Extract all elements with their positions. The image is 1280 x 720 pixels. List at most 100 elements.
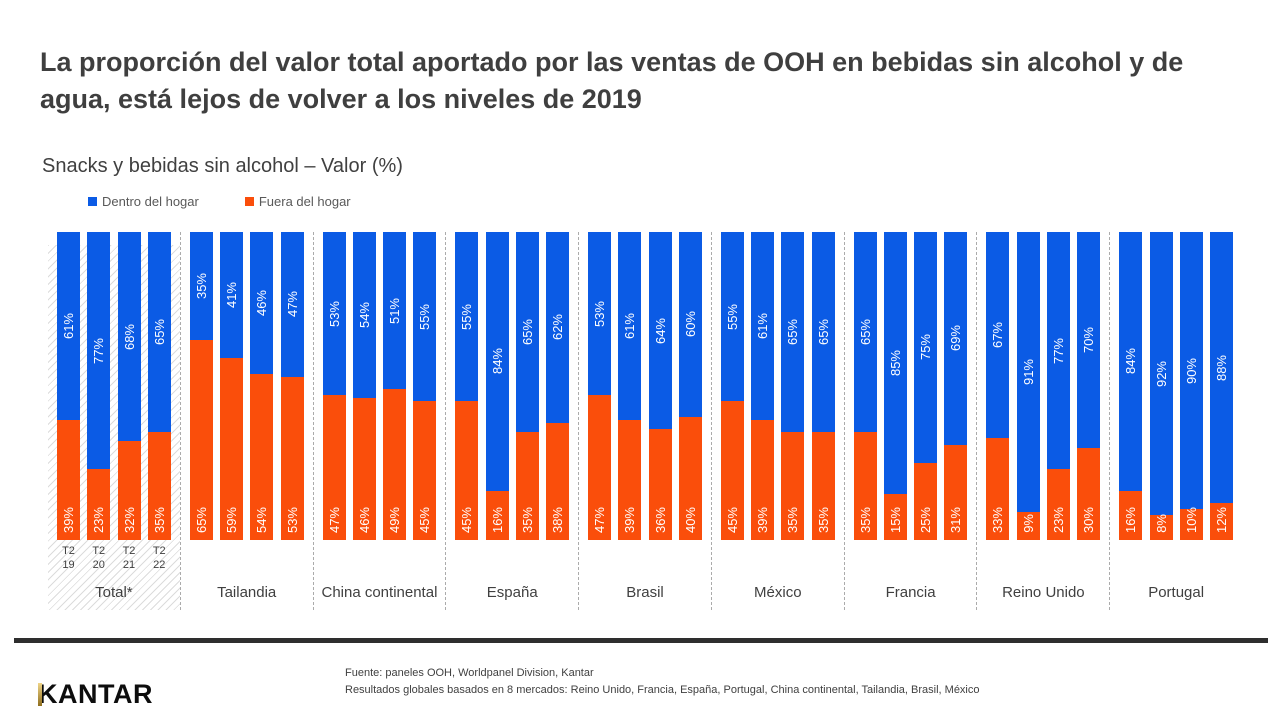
- value-label-dentro: 91%: [1020, 359, 1036, 386]
- segment-dentro-del-hogar: 60%: [678, 232, 702, 417]
- bar-total-t2-21: 68% 32%: [117, 232, 141, 540]
- segment-dentro-del-hogar: 70%: [1077, 232, 1101, 448]
- kantar-logo-text: KANTAR: [38, 679, 153, 709]
- quarter-label: T2 20: [92, 545, 106, 572]
- bar-row: 55% 45% 84% 16% 65% 35% 62% 38%: [446, 232, 578, 540]
- bar-row: 55% 45% 61% 39% 65% 35% 65% 35%: [712, 232, 844, 540]
- legend-swatch-dentro: [88, 197, 97, 206]
- value-label-fuera: 39%: [755, 506, 771, 533]
- segment-fuera-del-hogar: 46%: [352, 398, 376, 540]
- segment-dentro-del-hogar: 75%: [914, 232, 938, 463]
- value-label-fuera: 47%: [592, 506, 608, 533]
- bar-portugal-t2-21: 90% 10%: [1179, 232, 1203, 540]
- segment-dentro-del-hogar: 53%: [322, 232, 346, 396]
- bar-reino-unido-t2-20: 91% 9%: [1016, 232, 1040, 540]
- quarter-label: [781, 544, 804, 578]
- value-label-dentro: 55%: [459, 303, 475, 330]
- bar-portugal-t2-20: 92% 8%: [1149, 232, 1173, 540]
- legend-item-fuera: Fuera del hogar: [244, 194, 351, 209]
- bar-espa-a-t2-22: 62% 38%: [546, 232, 570, 540]
- segment-fuera-del-hogar: 16%: [485, 490, 509, 540]
- quarter-label: [812, 544, 835, 578]
- segment-fuera-del-hogar: 53%: [280, 376, 304, 540]
- value-label-dentro: 85%: [887, 349, 903, 376]
- segment-dentro-del-hogar: 65%: [853, 232, 877, 433]
- value-label-fuera: 15%: [887, 506, 903, 533]
- quarter-label-row: [446, 540, 578, 578]
- market-group-portugal: 84% 16% 92% 8% 90% 10% 88% 12% Portugal: [1109, 232, 1242, 610]
- quarter-label: T2 19: [62, 545, 75, 572]
- value-label-dentro: 65%: [857, 319, 873, 346]
- quarter-label: [588, 544, 611, 578]
- segment-fuera-del-hogar: 32%: [117, 441, 141, 540]
- value-label-fuera: 65%: [193, 506, 209, 533]
- bar-brasil-t2-21: 64% 36%: [648, 232, 672, 540]
- bar-francia-t2-22: 69% 31%: [944, 232, 968, 540]
- bar-row: 53% 47% 61% 39% 64% 36% 60% 40%: [579, 232, 711, 540]
- group-label-m-xico: México: [754, 584, 802, 601]
- footer-divider: [14, 638, 1268, 643]
- segment-dentro-del-hogar: 61%: [618, 232, 642, 420]
- market-group-espa-a: 55% 45% 84% 16% 65% 35% 62% 38% España: [445, 232, 578, 610]
- quarter-label: [1017, 544, 1040, 578]
- segment-fuera-del-hogar: 39%: [57, 419, 80, 540]
- segment-fuera-del-hogar: 35%: [515, 432, 539, 540]
- value-label-fuera: 10%: [1183, 506, 1199, 533]
- value-label-dentro: 65%: [519, 319, 535, 346]
- quarter-label: [413, 544, 436, 578]
- bar-reino-unido-t2-19: 67% 33%: [986, 232, 1010, 540]
- bar-row: 53% 47% 54% 46% 51% 49% 55% 45%: [314, 232, 446, 540]
- value-label-dentro: 65%: [785, 319, 801, 346]
- quarter-label-row: T2 19 T2 20 T2 21 T2 22: [48, 540, 180, 578]
- value-label-dentro: 51%: [387, 297, 403, 324]
- value-label-fuera: 23%: [1050, 506, 1066, 533]
- stacked-bar-chart: 61% 39% 77% 23% 68% 32% 65% 35% T2 19 T2 20 T2 21 T2 22…: [48, 232, 1242, 610]
- segment-fuera-del-hogar: 16%: [1119, 490, 1143, 540]
- quarter-label: [649, 544, 672, 578]
- group-label-francia: Francia: [885, 584, 936, 601]
- segment-dentro-del-hogar: 47%: [280, 232, 304, 377]
- value-label-fuera: 9%: [1020, 514, 1036, 533]
- value-label-dentro: 65%: [815, 319, 831, 346]
- quarter-label: [323, 544, 346, 578]
- segment-dentro-del-hogar: 68%: [117, 232, 141, 442]
- bar-brasil-t2-19: 53% 47%: [588, 232, 612, 540]
- quarter-label: [679, 544, 702, 578]
- segment-fuera-del-hogar: 31%: [944, 444, 968, 540]
- slide-title: La proporción del valor total aportado p…: [40, 47, 1184, 115]
- bar-tailandia-t2-20: 41% 59%: [220, 232, 244, 540]
- value-label-fuera: 35%: [785, 506, 801, 533]
- value-label-fuera: 25%: [918, 506, 934, 533]
- quarter-label-row: [977, 540, 1109, 578]
- segment-fuera-del-hogar: 8%: [1149, 514, 1173, 540]
- quarter-label: [884, 544, 907, 578]
- segment-fuera-del-hogar: 54%: [250, 373, 274, 540]
- bar-m-xico-t2-22: 65% 35%: [811, 232, 835, 540]
- bar-tailandia-t2-19: 35% 65%: [189, 232, 213, 540]
- segment-fuera-del-hogar: 25%: [914, 463, 938, 540]
- bar-tailandia-t2-21: 46% 54%: [250, 232, 274, 540]
- segment-fuera-del-hogar: 35%: [781, 432, 805, 540]
- segment-dentro-del-hogar: 90%: [1179, 232, 1203, 510]
- value-label-fuera: 35%: [857, 506, 873, 533]
- market-group-china-continental: 53% 47% 54% 46% 51% 49% 55% 45% China continenta…: [312, 232, 446, 610]
- bar-brasil-t2-22: 60% 40%: [678, 232, 702, 540]
- segment-fuera-del-hogar: 65%: [189, 339, 213, 540]
- legend-label: Fuera del hogar: [258, 194, 351, 209]
- value-label-fuera: 39%: [622, 506, 638, 533]
- segment-fuera-del-hogar: 15%: [883, 493, 907, 540]
- quarter-label: T2 21: [122, 545, 136, 572]
- segment-dentro-del-hogar: 77%: [87, 232, 111, 470]
- bar-francia-t2-21: 75% 25%: [914, 232, 938, 540]
- quarter-label: [1119, 544, 1142, 578]
- bar-francia-t2-20: 85% 15%: [883, 232, 907, 540]
- bar-row: 84% 16% 92% 8% 90% 10% 88% 12%: [1110, 232, 1242, 540]
- segment-fuera-del-hogar: 45%: [413, 401, 437, 540]
- segment-dentro-del-hogar: 69%: [944, 232, 968, 445]
- quarter-label: [190, 544, 213, 578]
- value-label-dentro: 41%: [224, 282, 240, 309]
- source-line-2: Resultados globales basados en 8 mercado…: [345, 684, 980, 697]
- bar-total-t2-22: 65% 35%: [147, 232, 171, 540]
- group-label-espa-a: España: [486, 584, 538, 601]
- segment-dentro-del-hogar: 64%: [648, 232, 672, 430]
